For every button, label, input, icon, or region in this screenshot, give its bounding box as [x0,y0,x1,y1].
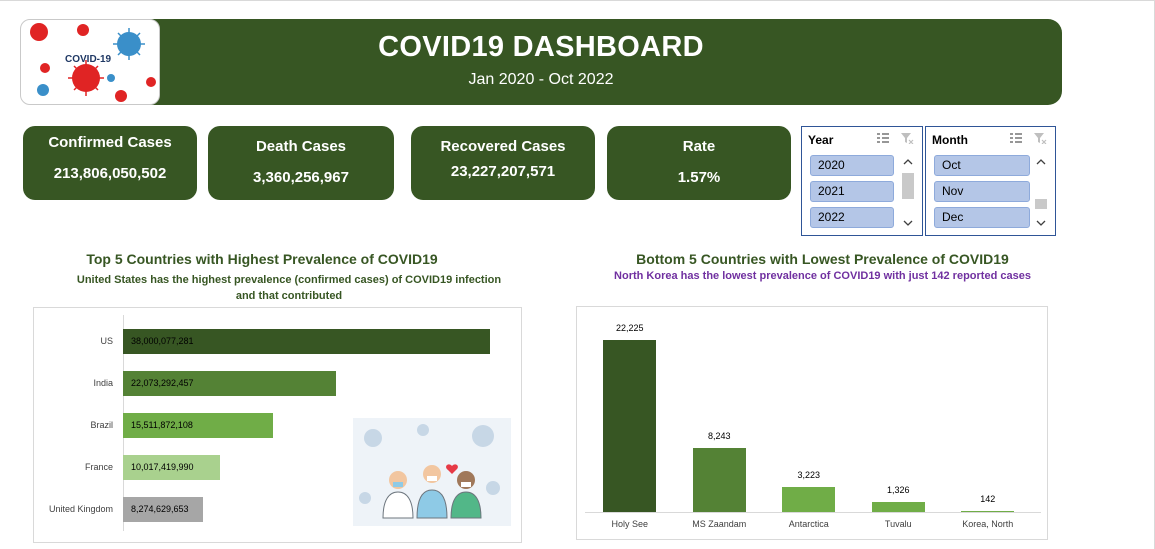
health-workers-illustration [353,418,511,526]
bar [961,511,1014,512]
top5-chart: US 38,000,077,281 India 22,073,292,457 Brazi… [33,307,522,543]
category-label: France [34,462,113,472]
scroll-thumb [902,173,914,199]
slicer-item-nov[interactable]: Nov [934,181,1030,202]
slicer-item-dec[interactable]: Dec [934,207,1030,228]
slicer-item-2022[interactable]: 2022 [810,207,894,228]
bottom5-title: Bottom 5 Countries with Lowest Prevalenc… [575,251,1070,267]
dashboard-header: COVID19 DASHBOARD Jan 2020 - Oct 2022 [20,19,1062,105]
top5-note: United States has the highest prevalence… [22,272,556,304]
data-label: 15,511,872,108 [131,413,193,438]
category-label: Tuvalu [854,519,942,529]
page-title: COVID19 DASHBOARD [20,31,1062,64]
scroll-thumb [1035,199,1047,209]
data-label: 8,243 [679,431,759,441]
scroll-up-icon [904,160,912,164]
slicer-title: Year [808,133,833,147]
multi-select-icon[interactable] [876,132,890,144]
slicer-scrollbar[interactable] [1033,155,1049,231]
slicer-title: Month [932,133,968,147]
kpi-value: 213,806,050,502 [23,165,197,182]
scroll-down-icon [1037,221,1045,225]
kpi-label: Confirmed Cases [23,134,197,151]
kpi-label: Recovered Cases [411,138,595,155]
kpi-rate: Rate 1.57% [607,126,791,200]
category-label: United Kingdom [34,504,113,514]
data-label: 38,000,077,281 [131,329,194,354]
kpi-value: 23,227,207,571 [411,163,595,180]
virus-illustration-icon: COVID-19 [21,20,160,105]
data-label: 3,223 [769,470,849,480]
top5-title: Top 5 Countries with Highest Prevalence … [22,251,502,267]
kpi-label: Death Cases [208,138,394,155]
data-label: 22,073,292,457 [131,371,194,396]
kpi-recovered-cases: Recovered Cases 23,227,207,571 [411,126,595,200]
bottom5-chart: 22,225 Holy See 8,243 MS Zaandam 3,223 Antarc… [576,306,1048,540]
bar [693,448,746,512]
kpi-label: Rate [607,138,791,155]
kpi-confirmed-cases: Confirmed Cases 213,806,050,502 [23,126,197,200]
data-label: 1,326 [858,485,938,495]
bar [872,502,925,512]
kpi-value: 3,360,256,967 [208,169,394,186]
top5-note-line2: and that contributed [22,288,556,304]
category-label: India [34,378,113,388]
bottom5-note: North Korea has the lowest prevalence of… [575,268,1070,284]
top5-note-line1: United States has the highest prevalence… [22,272,556,288]
category-label: Antarctica [765,519,853,529]
kpi-value: 1.57% [607,169,791,186]
category-label: Brazil [34,420,113,430]
x-axis-line [585,512,1041,513]
top-border [0,0,1155,1]
bar [782,487,835,512]
data-label: 10,017,419,990 [131,455,194,480]
slicer-scrollbar[interactable] [900,155,916,231]
category-label: MS Zaandam [675,519,763,529]
clear-filter-icon[interactable] [1033,132,1047,144]
category-label: US [34,336,113,346]
category-label: Korea, North [944,519,1032,529]
slicer-item-2020[interactable]: 2020 [810,155,894,176]
data-label: 8,274,629,653 [131,497,189,522]
bar [603,340,656,512]
scroll-up-icon [1037,160,1045,164]
clear-filter-icon[interactable] [900,132,914,144]
logo-text: COVID-19 [65,54,112,65]
data-label: 22,225 [590,323,670,333]
data-label: 142 [948,494,1028,504]
category-label: Holy See [586,519,674,529]
covid-logo: COVID-19 [20,19,160,105]
doctors-icon [353,418,511,526]
slicer-item-2021[interactable]: 2021 [810,181,894,202]
scroll-down-icon [904,221,912,225]
kpi-death-cases: Death Cases 3,360,256,967 [208,126,394,200]
month-slicer[interactable]: Month Oct Nov Dec [925,126,1056,236]
page-subtitle: Jan 2020 - Oct 2022 [20,71,1062,89]
multi-select-icon[interactable] [1009,132,1023,144]
year-slicer[interactable]: Year 2020 2021 2022 [801,126,923,236]
slicer-item-oct[interactable]: Oct [934,155,1030,176]
